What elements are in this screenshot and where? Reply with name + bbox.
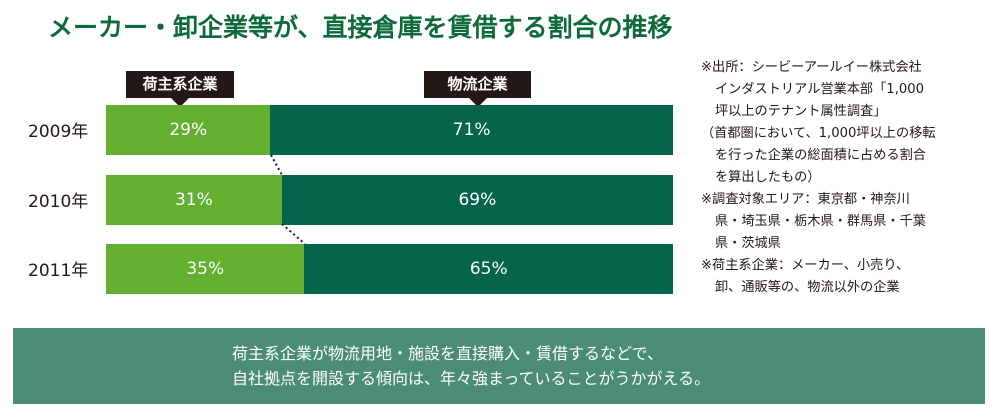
note-line: （首都圏において、1,000坪以上の移転 xyxy=(701,126,936,141)
source-notes: ※出所：シービーアールイー株式会社 インダストリアル営業本部「1,000 坪以上… xyxy=(701,57,996,299)
row-label-2011: 2011年 xyxy=(28,261,89,281)
note-line: 県・埼玉県・栃木県・群馬県・千葉 xyxy=(715,214,926,229)
value-label: 29% xyxy=(169,120,208,140)
chart-title: メーカー・卸企業等が、直接倉庫を賃借する割合の推移 xyxy=(48,13,673,42)
summary-banner: 荷主系企業が物流用地・施設を直接購入・賃借するなどで、 自社拠点を開設する傾向は… xyxy=(13,328,985,404)
note-line: を行った企業の総面積に占める割合 xyxy=(715,148,926,163)
note-line: 坪以上のテナント属性調査」 xyxy=(715,104,887,119)
value-label: 31% xyxy=(174,190,213,210)
value-label: 71% xyxy=(452,120,491,140)
value-label: 65% xyxy=(469,259,508,279)
bar-segment-logistics: 71% xyxy=(270,105,673,155)
note-line: 卸、通販等の、物流以外の企業 xyxy=(715,280,900,295)
bar-segment-shipper: 35% xyxy=(106,244,305,294)
legend-tag-shipper: 荷主系企業 xyxy=(126,71,234,107)
summary-line-2: 自社拠点を開設する傾向は、年々強まっていることがうかがえる。 xyxy=(232,369,711,388)
note-line: インダストリアル営業本部「1,000 xyxy=(715,82,925,97)
bar-segment-logistics: 69% xyxy=(281,175,673,225)
value-label: 35% xyxy=(186,259,225,279)
bar-2010: 31% 69% xyxy=(106,175,673,225)
value-label: 69% xyxy=(458,190,497,210)
summary-line-1: 荷主系企業が物流用地・施設を直接購入・賃借するなどで、 xyxy=(232,344,664,363)
bar-2011: 35% 65% xyxy=(106,244,673,294)
bar-segment-logistics: 65% xyxy=(304,244,673,294)
bar-segment-shipper: 29% xyxy=(106,105,271,155)
bar-2009: 29% 71% xyxy=(106,105,673,155)
legend-tag-logistics: 物流企業 xyxy=(424,71,531,107)
row-label-2009: 2009年 xyxy=(28,122,89,142)
note-line: を算出したもの） xyxy=(715,170,821,185)
note-line: ※出所：シービーアールイー株式会社 xyxy=(701,60,922,75)
bar-segment-shipper: 31% xyxy=(106,175,282,225)
note-line: ※荷主系企業：メーカー、小売り、 xyxy=(701,258,910,273)
note-line: 県・茨城県 xyxy=(715,236,781,251)
note-line: ※調査対象エリア：東京都・神奈川 xyxy=(701,192,910,207)
row-label-2010: 2010年 xyxy=(28,192,89,212)
